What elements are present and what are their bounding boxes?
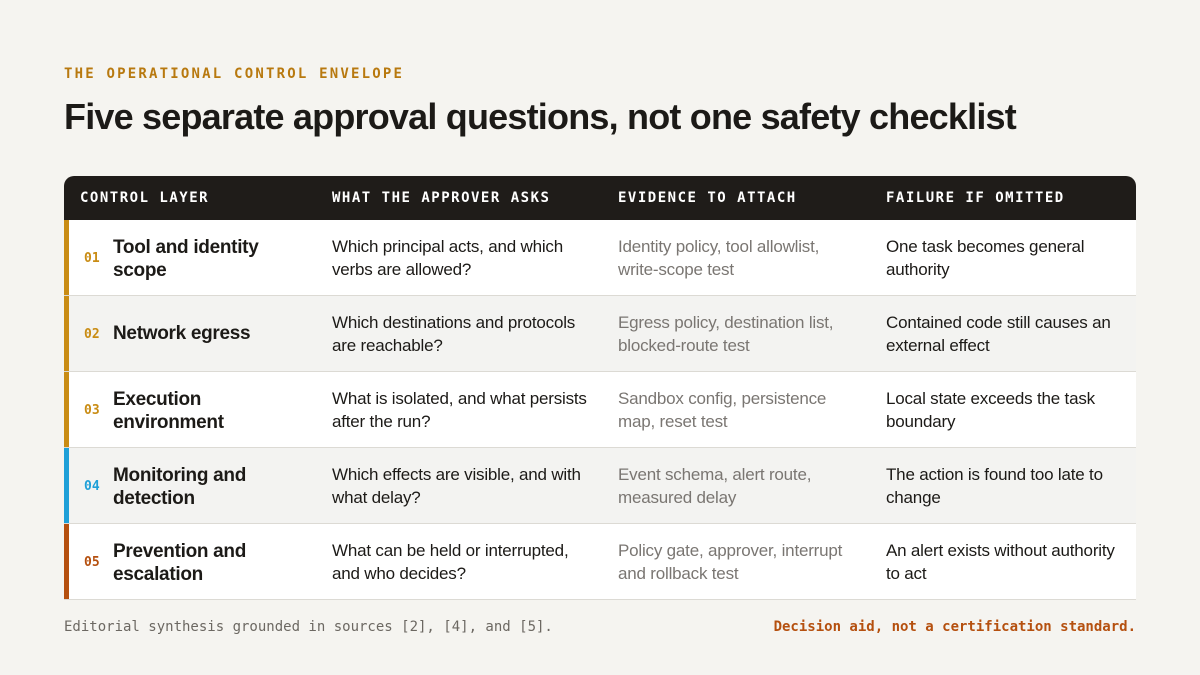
header-failure: FAILURE IF OMITTED — [886, 190, 1065, 206]
disclaimer-note: Decision aid, not a certification standa… — [773, 619, 1136, 635]
source-note: Editorial synthesis grounded in sources … — [64, 619, 553, 635]
row-accent-bar — [64, 448, 69, 523]
row-failure: One task becomes general authority — [886, 237, 1085, 279]
row-evidence: Egress policy, destination list, blocked… — [618, 313, 834, 355]
table-row: 03 Execution environment What is isolate… — [64, 372, 1136, 448]
row-accent-bar — [64, 220, 69, 295]
row-number: 03 — [84, 403, 100, 418]
row-number: 04 — [84, 479, 100, 494]
row-accent-bar — [64, 296, 69, 371]
row-evidence: Policy gate, approver, interrupt and rol… — [618, 541, 843, 583]
control-table: CONTROL LAYER WHAT THE APPROVER ASKS EVI… — [64, 176, 1136, 600]
row-approver-question: What can be held or interrupted, and who… — [332, 541, 569, 583]
row-layer-name: Monitoring and detection — [113, 465, 246, 509]
row-layer-name: Network egress — [113, 323, 251, 344]
row-failure: An alert exists without authority to act — [886, 541, 1115, 583]
table-row: 05 Prevention and escalation What can be… — [64, 524, 1136, 600]
row-layer-name: Execution environment — [113, 389, 224, 433]
table-row: 01 Tool and identity scope Which princip… — [64, 220, 1136, 296]
row-accent-bar — [64, 524, 69, 599]
row-approver-question: Which principal acts, and which verbs ar… — [332, 237, 563, 279]
row-number: 02 — [84, 327, 100, 342]
row-number: 01 — [84, 251, 100, 266]
row-layer-name: Tool and identity scope — [113, 237, 259, 281]
row-evidence: Identity policy, tool allowlist, write-s… — [618, 237, 820, 279]
row-number: 05 — [84, 555, 100, 570]
row-failure: The action is found too late to change — [886, 465, 1103, 507]
row-evidence: Event schema, alert route, measured dela… — [618, 465, 812, 507]
row-approver-question: What is isolated, and what persists afte… — [332, 389, 587, 431]
row-accent-bar — [64, 372, 69, 447]
eyebrow-label: THE OPERATIONAL CONTROL ENVELOPE — [64, 66, 405, 82]
row-layer-name: Prevention and escalation — [113, 541, 247, 585]
row-failure: Contained code still causes an external … — [886, 313, 1111, 355]
table-row: 04 Monitoring and detection Which effect… — [64, 448, 1136, 524]
row-approver-question: Which effects are visible, and with what… — [332, 465, 581, 507]
row-approver-question: Which destinations and protocols are rea… — [332, 313, 576, 355]
header-approver-asks: WHAT THE APPROVER ASKS — [332, 190, 551, 206]
table-header: CONTROL LAYER WHAT THE APPROVER ASKS EVI… — [64, 176, 1136, 220]
page-title: Five separate approval questions, not on… — [64, 96, 1017, 137]
table-row: 02 Network egress Which destinations and… — [64, 296, 1136, 372]
header-evidence: EVIDENCE TO ATTACH — [618, 190, 797, 206]
header-control-layer: CONTROL LAYER — [80, 190, 210, 206]
row-evidence: Sandbox config, persistence map, reset t… — [618, 389, 827, 431]
row-failure: Local state exceeds the task boundary — [886, 389, 1095, 431]
